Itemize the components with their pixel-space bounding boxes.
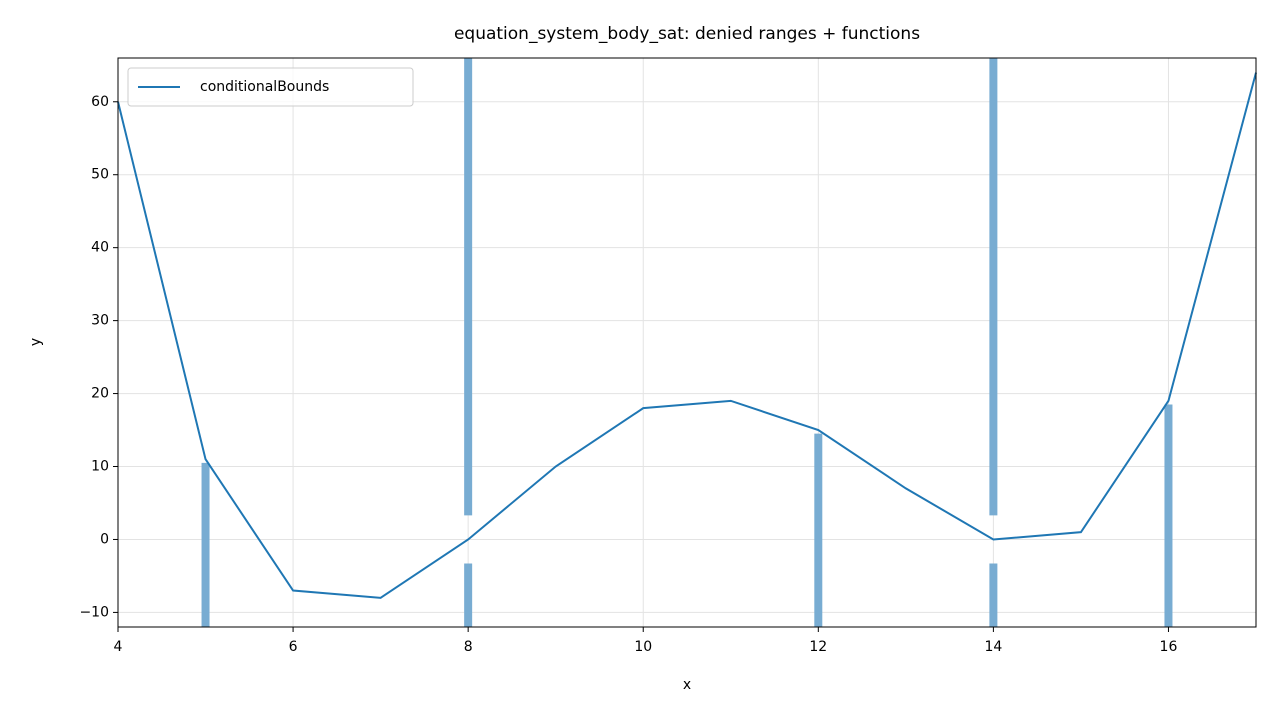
y-tick-label: 50 xyxy=(91,167,109,183)
x-tick-label: 10 xyxy=(634,639,652,655)
x-tick-label: 4 xyxy=(114,639,123,655)
legend-box xyxy=(127,67,414,107)
y-tick-label: 60 xyxy=(91,94,109,110)
y-tick-label: −10 xyxy=(79,604,109,620)
plot-frame xyxy=(117,57,1257,628)
line-series xyxy=(117,72,1257,599)
x-tick-label: 12 xyxy=(809,639,827,655)
x-tick-label: 6 xyxy=(289,639,298,655)
y-tick-label: 30 xyxy=(91,313,109,329)
y-tick-label: 0 xyxy=(100,531,109,547)
x-axis-label: x xyxy=(683,677,691,693)
x-tick-label: 14 xyxy=(984,639,1002,655)
y-tick-label: 10 xyxy=(91,459,109,475)
chart-title: equation_system_body_sat: denied ranges … xyxy=(454,24,920,44)
y-axis-label: y xyxy=(28,338,44,346)
x-tick-label: 16 xyxy=(1160,639,1178,655)
x-tick-label: 8 xyxy=(464,639,473,655)
y-tick-label: 40 xyxy=(91,240,109,256)
y-tick-label: 20 xyxy=(91,386,109,402)
legend-label: conditionalBounds xyxy=(200,79,329,95)
